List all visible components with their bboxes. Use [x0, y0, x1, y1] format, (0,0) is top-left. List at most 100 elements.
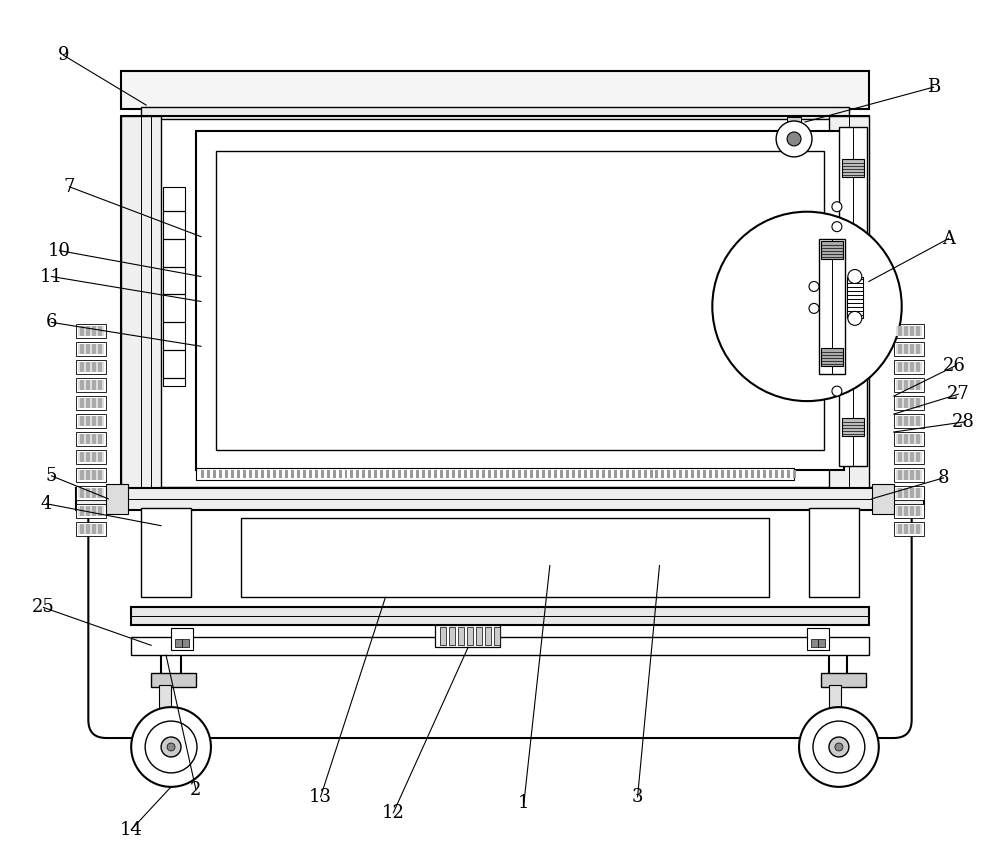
Bar — [894, 468, 924, 481]
Bar — [667, 470, 670, 478]
Bar — [910, 380, 914, 391]
Bar — [894, 504, 924, 518]
Bar — [86, 434, 90, 444]
Bar — [781, 470, 784, 478]
Bar — [249, 470, 252, 478]
Bar — [904, 470, 908, 480]
Bar — [470, 470, 473, 478]
Text: 25: 25 — [32, 598, 55, 617]
Bar — [715, 470, 718, 478]
Bar — [757, 470, 760, 478]
Bar — [327, 470, 330, 478]
Bar — [446, 470, 449, 478]
Bar — [910, 524, 914, 533]
Circle shape — [832, 386, 842, 396]
Bar — [76, 325, 106, 339]
Bar — [872, 484, 894, 514]
Text: A: A — [942, 229, 955, 248]
Bar — [578, 470, 581, 478]
Bar — [440, 470, 443, 478]
Bar — [219, 470, 222, 478]
Bar — [153, 712, 177, 720]
Bar — [898, 506, 902, 516]
Bar — [92, 398, 96, 408]
Bar — [241, 518, 769, 598]
Bar — [512, 470, 515, 478]
Bar — [80, 434, 84, 444]
Bar — [279, 470, 282, 478]
Bar — [458, 470, 461, 478]
Bar — [476, 627, 482, 645]
Circle shape — [809, 303, 819, 313]
Bar — [916, 345, 920, 354]
Bar — [141, 107, 849, 119]
Bar — [763, 470, 766, 478]
Text: 28: 28 — [952, 413, 975, 431]
Bar — [98, 380, 102, 391]
Bar — [787, 470, 790, 478]
Bar — [638, 470, 641, 478]
Bar — [697, 470, 700, 478]
Bar — [894, 396, 924, 410]
Bar — [685, 470, 688, 478]
Bar — [333, 470, 336, 478]
Bar — [80, 452, 84, 462]
Text: 14: 14 — [120, 821, 143, 839]
Bar — [727, 470, 730, 478]
Bar — [356, 470, 359, 478]
Bar — [303, 470, 306, 478]
Bar — [910, 488, 914, 498]
Bar — [404, 470, 407, 478]
Bar — [823, 712, 847, 720]
Bar — [434, 470, 437, 478]
Text: B: B — [927, 78, 940, 96]
Bar — [910, 362, 914, 372]
Bar — [78, 452, 104, 462]
Bar — [196, 131, 844, 470]
Bar — [86, 488, 90, 498]
Bar — [291, 470, 294, 478]
Bar — [494, 470, 497, 478]
Bar — [175, 639, 182, 647]
Bar — [76, 360, 106, 374]
Text: 27: 27 — [947, 385, 970, 404]
Bar — [898, 416, 902, 426]
Bar — [894, 432, 924, 446]
Bar — [80, 362, 84, 372]
Bar — [904, 380, 908, 391]
Bar — [86, 398, 90, 408]
Bar — [608, 470, 611, 478]
Bar — [92, 470, 96, 480]
Bar — [500, 470, 503, 478]
Bar — [485, 627, 491, 645]
Bar — [916, 470, 920, 480]
Bar — [898, 470, 902, 480]
Bar — [196, 468, 794, 480]
Bar — [703, 470, 706, 478]
Bar — [910, 434, 914, 444]
Bar — [440, 627, 446, 645]
Bar — [847, 276, 863, 319]
Bar — [416, 470, 419, 478]
Bar — [661, 470, 664, 478]
Bar — [787, 117, 801, 129]
Bar — [131, 607, 869, 625]
Bar — [86, 470, 90, 480]
Bar — [80, 380, 84, 391]
Bar — [78, 362, 104, 372]
Bar — [121, 116, 161, 490]
Bar — [898, 380, 902, 391]
Bar — [896, 362, 922, 372]
Bar — [321, 470, 324, 478]
Bar — [896, 506, 922, 516]
Circle shape — [776, 121, 812, 157]
Bar — [896, 434, 922, 444]
Bar — [910, 398, 914, 408]
Bar — [620, 470, 623, 478]
Bar — [410, 470, 413, 478]
Bar — [141, 507, 191, 598]
Bar — [78, 488, 104, 498]
Text: 9: 9 — [58, 46, 69, 64]
Bar — [904, 362, 908, 372]
Bar — [554, 470, 557, 478]
